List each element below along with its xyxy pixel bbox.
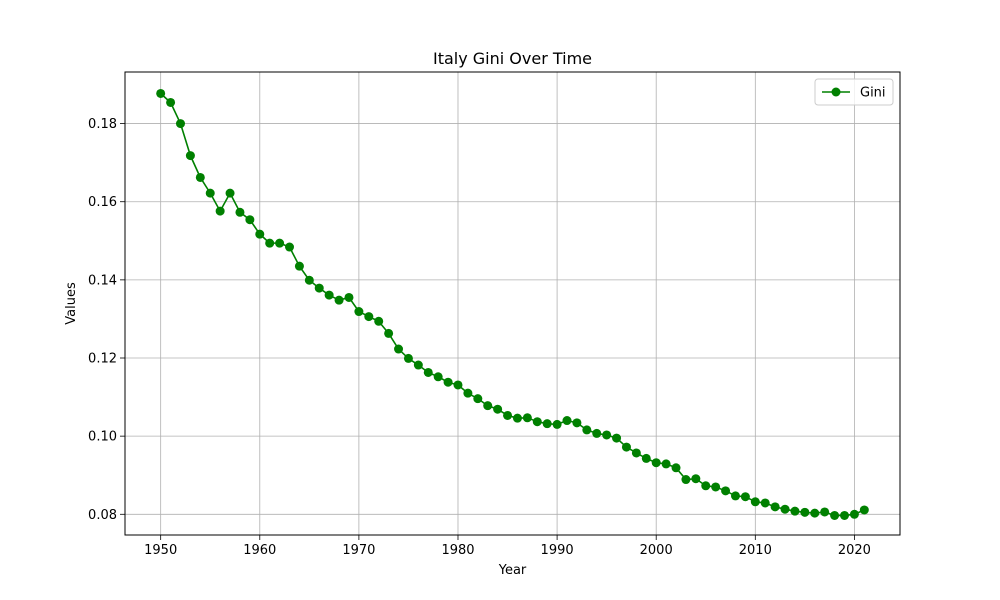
data-point: [503, 410, 513, 420]
data-point: [403, 353, 413, 363]
legend: Gini: [814, 78, 894, 106]
data-point: [364, 312, 374, 322]
data-point: [651, 458, 661, 468]
x-axis-label: Year: [498, 563, 527, 578]
x-tick-label: 1980: [441, 543, 474, 558]
series-layer: [156, 88, 869, 520]
data-point: [275, 238, 285, 248]
y-tick-label: 0.08: [88, 508, 117, 523]
data-point: [156, 88, 166, 98]
data-point: [463, 388, 473, 398]
plot-frame: [124, 71, 901, 536]
data-point: [384, 328, 394, 338]
data-point: [681, 475, 691, 485]
y-tick-label: 0.16: [88, 195, 117, 210]
data-point: [314, 283, 324, 293]
data-point: [552, 419, 562, 429]
grid: [125, 72, 900, 535]
x-tick-label: 1970: [342, 543, 375, 558]
data-point: [245, 215, 255, 225]
data-point: [304, 275, 314, 285]
data-point: [592, 428, 602, 438]
legend-label-gini: Gini: [860, 86, 886, 101]
axis-ticks: 1950 1960 1970 1980 1990 2000 2010 2020 0.08 0.10…: [88, 117, 871, 558]
data-point: [285, 242, 295, 252]
data-point: [830, 510, 840, 520]
data-point: [324, 290, 334, 300]
data-point: [572, 418, 582, 428]
data-point: [185, 151, 195, 161]
data-point: [721, 486, 731, 496]
data-point: [413, 360, 423, 370]
data-point: [522, 413, 532, 423]
x-tick-label: 1950: [144, 543, 177, 558]
legend-box: [814, 78, 894, 106]
data-point: [175, 119, 185, 129]
y-tick-label: 0.14: [88, 273, 117, 288]
data-point: [800, 507, 810, 517]
legend-marker-sample: [831, 87, 841, 97]
data-point: [433, 372, 443, 382]
data-point: [493, 404, 503, 414]
x-tick-label: 1960: [243, 543, 276, 558]
data-point: [790, 506, 800, 516]
data-point: [473, 394, 483, 404]
data-point: [205, 188, 215, 198]
data-point: [820, 507, 830, 517]
chart-title: Italy Gini Over Time: [433, 49, 592, 68]
data-point: [423, 367, 433, 377]
data-point: [621, 442, 631, 452]
data-point: [840, 510, 850, 520]
x-tick-label: 1990: [541, 543, 574, 558]
data-point: [671, 463, 681, 473]
data-point: [602, 430, 612, 440]
data-point: [760, 498, 770, 508]
data-point: [542, 419, 552, 429]
data-point: [512, 413, 522, 423]
x-tick-label: 2010: [739, 543, 772, 558]
data-point: [562, 416, 572, 426]
data-point: [354, 307, 364, 317]
data-point: [631, 448, 641, 458]
data-point: [532, 417, 542, 427]
data-point: [641, 453, 651, 463]
data-point: [730, 491, 740, 501]
data-point: [810, 508, 820, 518]
data-point: [859, 505, 869, 515]
data-point: [166, 97, 176, 107]
data-point: [582, 425, 592, 435]
data-point: [750, 497, 760, 507]
data-point: [195, 172, 205, 182]
y-axis-label: Values: [64, 282, 79, 325]
data-point: [374, 316, 384, 326]
data-point: [612, 433, 622, 443]
data-point: [225, 188, 235, 198]
data-point: [701, 481, 711, 491]
data-point: [394, 344, 404, 354]
data-point: [691, 474, 701, 484]
data-point: [215, 206, 225, 216]
data-point: [255, 229, 265, 239]
data-point: [770, 502, 780, 512]
data-point: [453, 380, 463, 390]
data-point: [740, 492, 750, 502]
data-point: [344, 292, 354, 302]
data-point: [711, 482, 721, 492]
x-tick-label: 2020: [838, 543, 871, 558]
data-point: [483, 401, 493, 411]
data-point: [443, 377, 453, 387]
data-point: [334, 295, 344, 305]
y-tick-label: 0.12: [88, 352, 117, 367]
data-point: [849, 509, 859, 519]
data-point: [235, 207, 245, 217]
x-tick-label: 2000: [640, 543, 673, 558]
y-tick-label: 0.10: [88, 430, 117, 445]
data-point: [265, 238, 275, 248]
data-point: [780, 504, 790, 514]
y-tick-label: 0.18: [88, 117, 117, 132]
data-point: [294, 261, 304, 271]
data-point: [661, 459, 671, 469]
